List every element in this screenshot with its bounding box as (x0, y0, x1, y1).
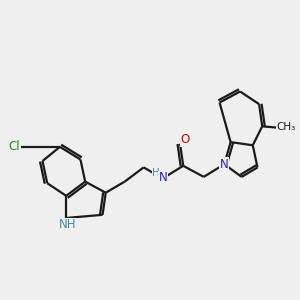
Text: CH₃: CH₃ (276, 122, 296, 132)
Text: N: N (159, 171, 168, 184)
Text: N: N (220, 158, 229, 171)
Text: NH: NH (59, 218, 76, 231)
Text: O: O (180, 134, 189, 146)
Text: Cl: Cl (9, 140, 20, 153)
Text: H: H (152, 168, 160, 178)
